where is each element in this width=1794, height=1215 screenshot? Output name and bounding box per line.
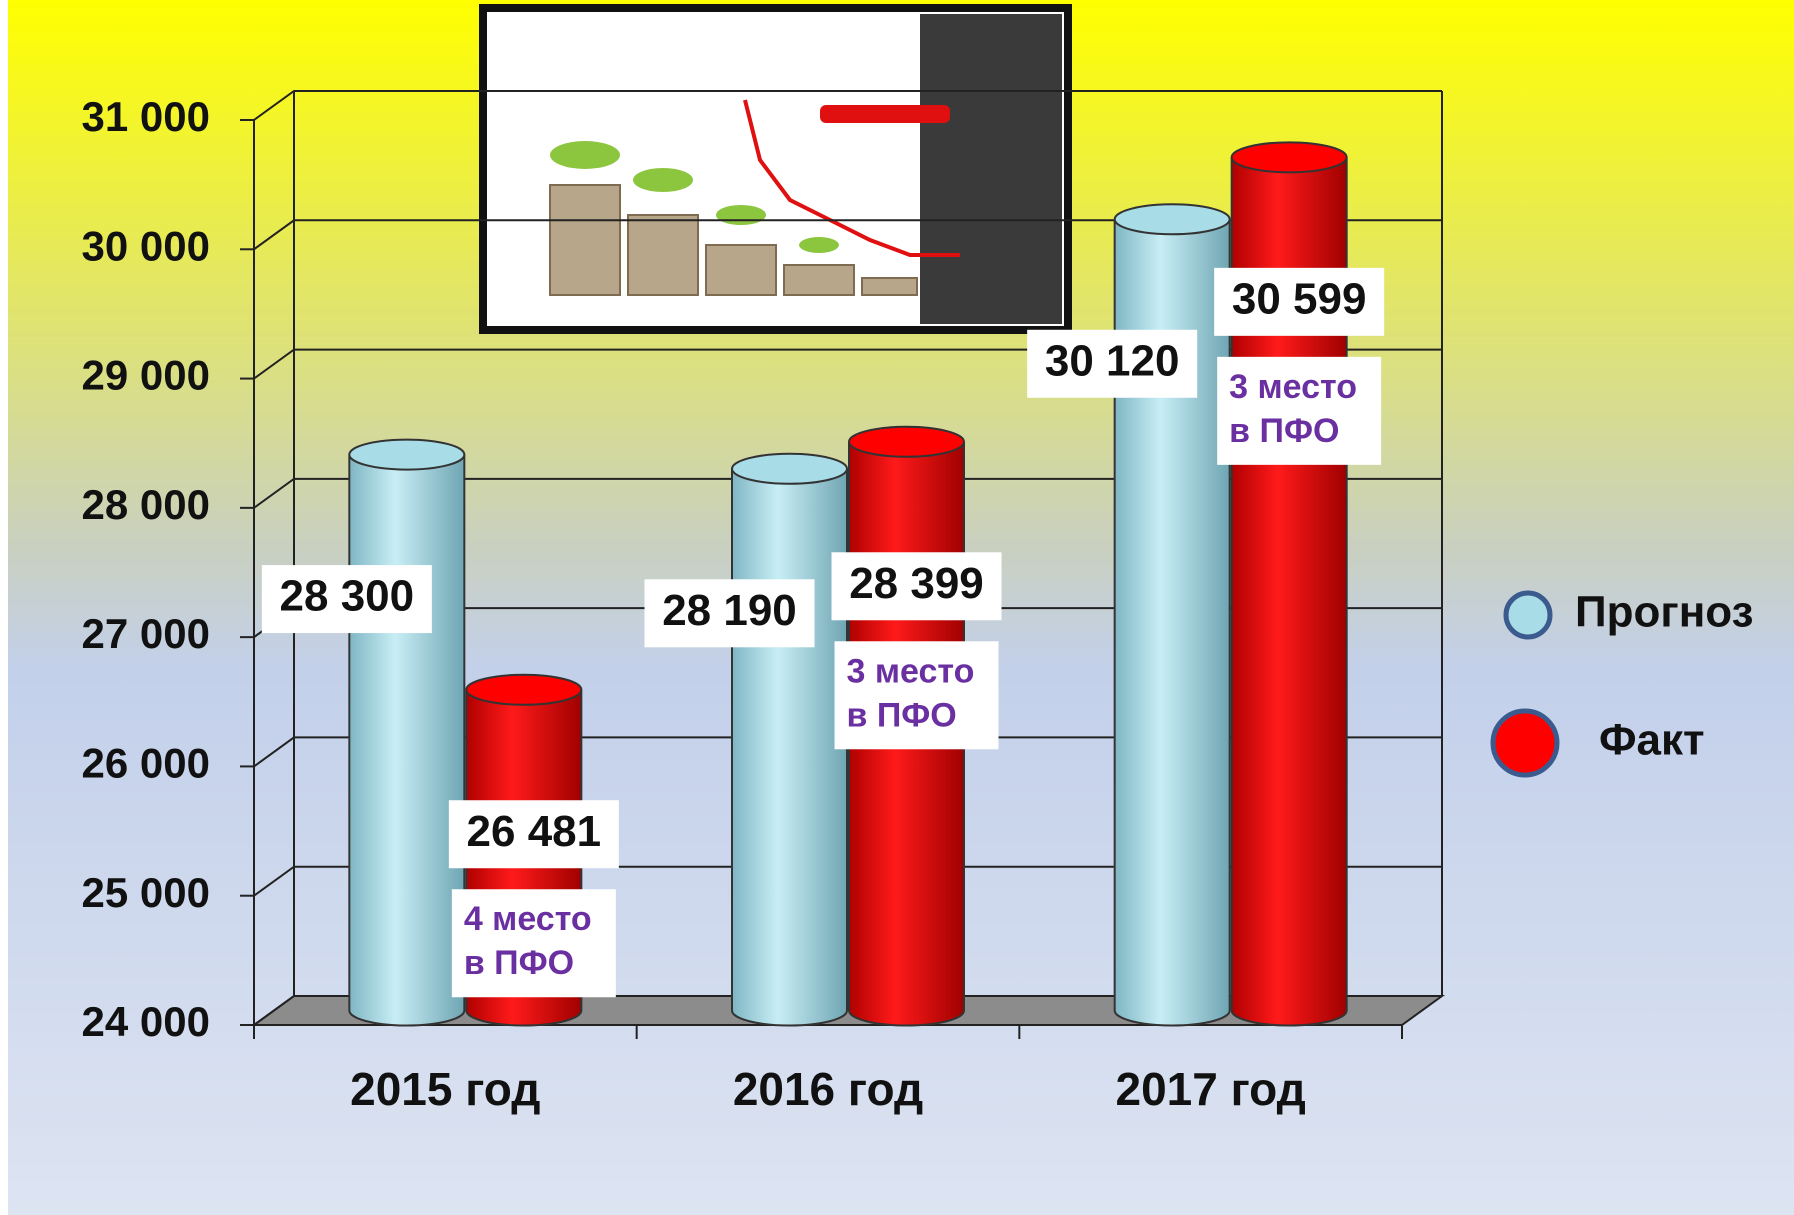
legend-label: Факт xyxy=(1599,716,1705,765)
bar-top xyxy=(466,675,581,705)
bar-top xyxy=(849,427,964,457)
value-label: 30 599 xyxy=(1232,274,1367,323)
annotation: 3 место xyxy=(847,652,975,690)
annotation: в ПФО xyxy=(1229,412,1339,450)
bar xyxy=(349,455,464,1011)
annotation: в ПФО xyxy=(847,696,957,734)
bar-top xyxy=(1115,204,1230,234)
y-tick-label: 27 000 xyxy=(82,610,210,657)
y-tick-label: 30 000 xyxy=(82,222,210,269)
bar xyxy=(732,469,847,1011)
bar-top xyxy=(732,454,847,484)
value-label: 28 190 xyxy=(662,586,797,635)
value-label: 28 399 xyxy=(849,559,984,608)
legend-label: Прогноз xyxy=(1575,588,1753,637)
y-tick-label: 24 000 xyxy=(82,998,210,1045)
annotation: в ПФО xyxy=(464,944,574,982)
legend-marker xyxy=(1506,593,1550,637)
legend-marker xyxy=(1493,711,1557,775)
annotation: 4 место xyxy=(464,900,592,938)
value-label: 28 300 xyxy=(280,572,415,621)
x-tick-label: 2016 год xyxy=(733,1063,923,1115)
annotation: 3 место xyxy=(1229,368,1357,406)
y-tick-label: 26 000 xyxy=(82,740,210,787)
value-label: 26 481 xyxy=(467,807,602,856)
chart: 24 000 25 000 26 000 27 000 28 000 29 000 30 0… xyxy=(0,0,1794,1215)
bar-top xyxy=(349,440,464,470)
value-label: 30 120 xyxy=(1045,336,1180,385)
y-tick-label: 28 000 xyxy=(82,481,210,528)
x-tick-label: 2017 год xyxy=(1115,1063,1305,1115)
x-tick-label: 2015 год xyxy=(350,1063,540,1115)
bar-top xyxy=(1232,142,1347,172)
y-tick-label: 31 000 xyxy=(82,93,210,140)
photo xyxy=(483,8,1068,330)
y-tick-label: 25 000 xyxy=(82,869,210,916)
y-tick-label: 29 000 xyxy=(82,352,210,399)
page: 24 000 25 000 26 000 27 000 28 000 29 000 30 0… xyxy=(0,0,1794,1215)
